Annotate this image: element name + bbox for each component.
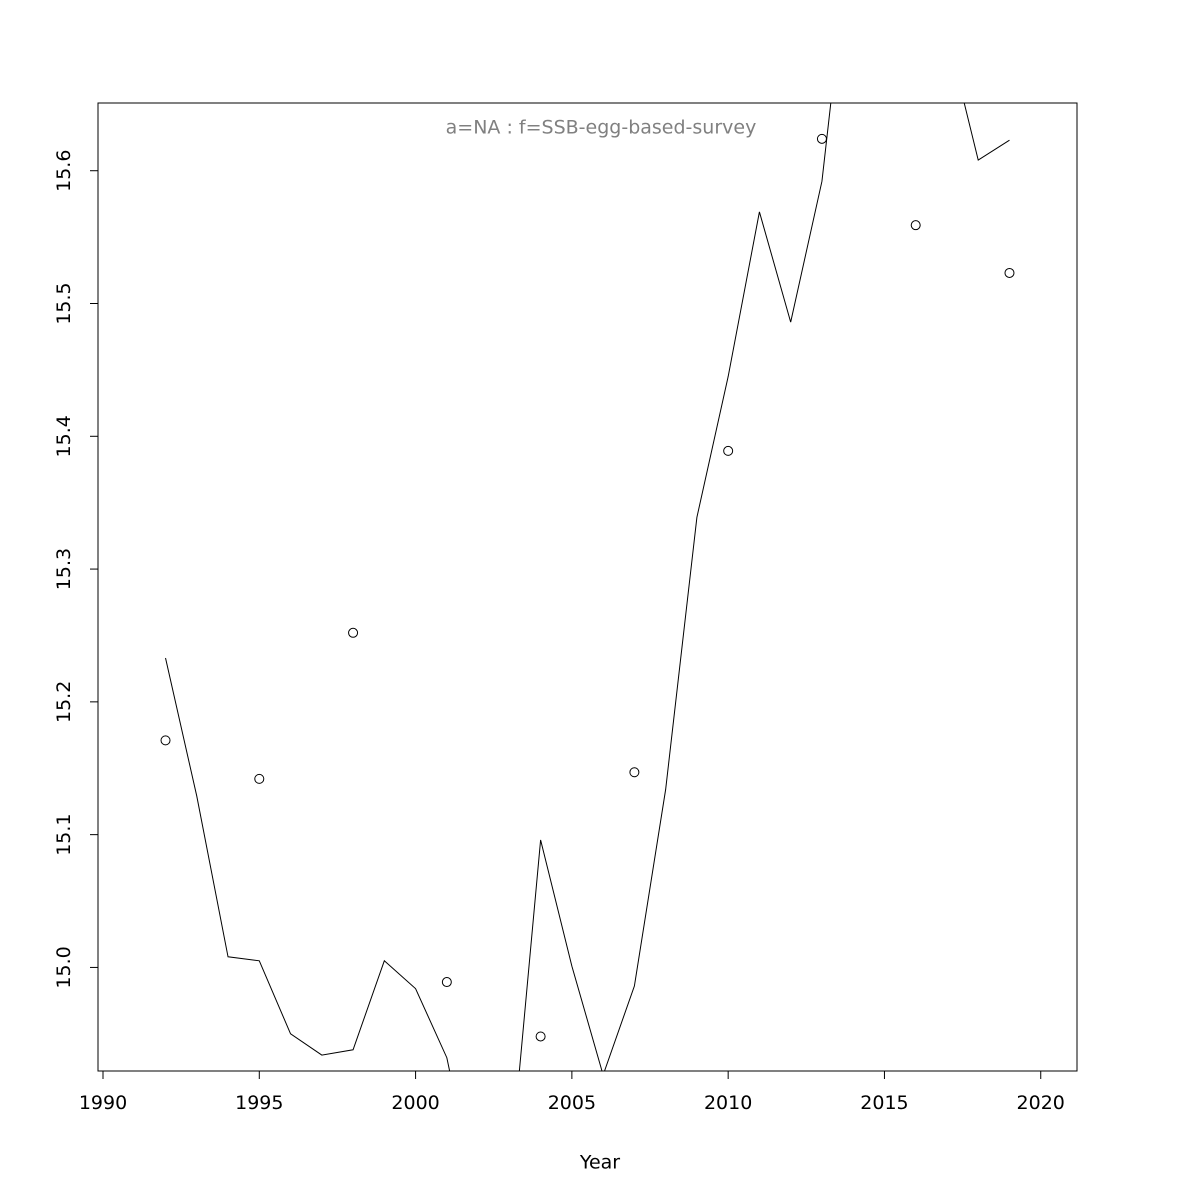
plot-frame — [97, 102, 1078, 1072]
y-tick-label: 15.6 — [53, 150, 75, 192]
data-point — [254, 773, 265, 784]
x-tick-label: 1990 — [79, 1092, 127, 1114]
data-point — [816, 133, 827, 144]
y-tick-label: 15.3 — [53, 548, 75, 590]
x-tick-label: 1995 — [235, 1092, 283, 1114]
chart-title: a=NA : f=SSB-egg-based-survey — [446, 117, 757, 139]
x-tick-label: 2010 — [704, 1092, 752, 1114]
data-point — [348, 627, 359, 638]
y-tick-label: 15.0 — [53, 946, 75, 988]
y-tick-label: 15.5 — [53, 282, 75, 324]
x-tick-label: 2005 — [548, 1092, 596, 1114]
data-point — [160, 735, 171, 746]
data-point — [1004, 267, 1015, 278]
x-tick-label: 2020 — [1017, 1092, 1065, 1114]
data-point — [441, 977, 452, 988]
data-point — [723, 445, 734, 456]
y-tick-label: 15.1 — [53, 813, 75, 855]
y-tick-label: 15.4 — [53, 415, 75, 457]
data-point — [535, 1031, 546, 1042]
x-tick-label: 2000 — [391, 1092, 439, 1114]
data-point — [910, 220, 921, 231]
x-axis-label: Year — [579, 1152, 620, 1174]
plot-area — [160, 103, 1015, 1071]
y-tick-label: 15.2 — [53, 681, 75, 723]
data-line — [165, 103, 1010, 1071]
x-tick-label: 2015 — [860, 1092, 908, 1114]
data-point — [629, 767, 640, 778]
